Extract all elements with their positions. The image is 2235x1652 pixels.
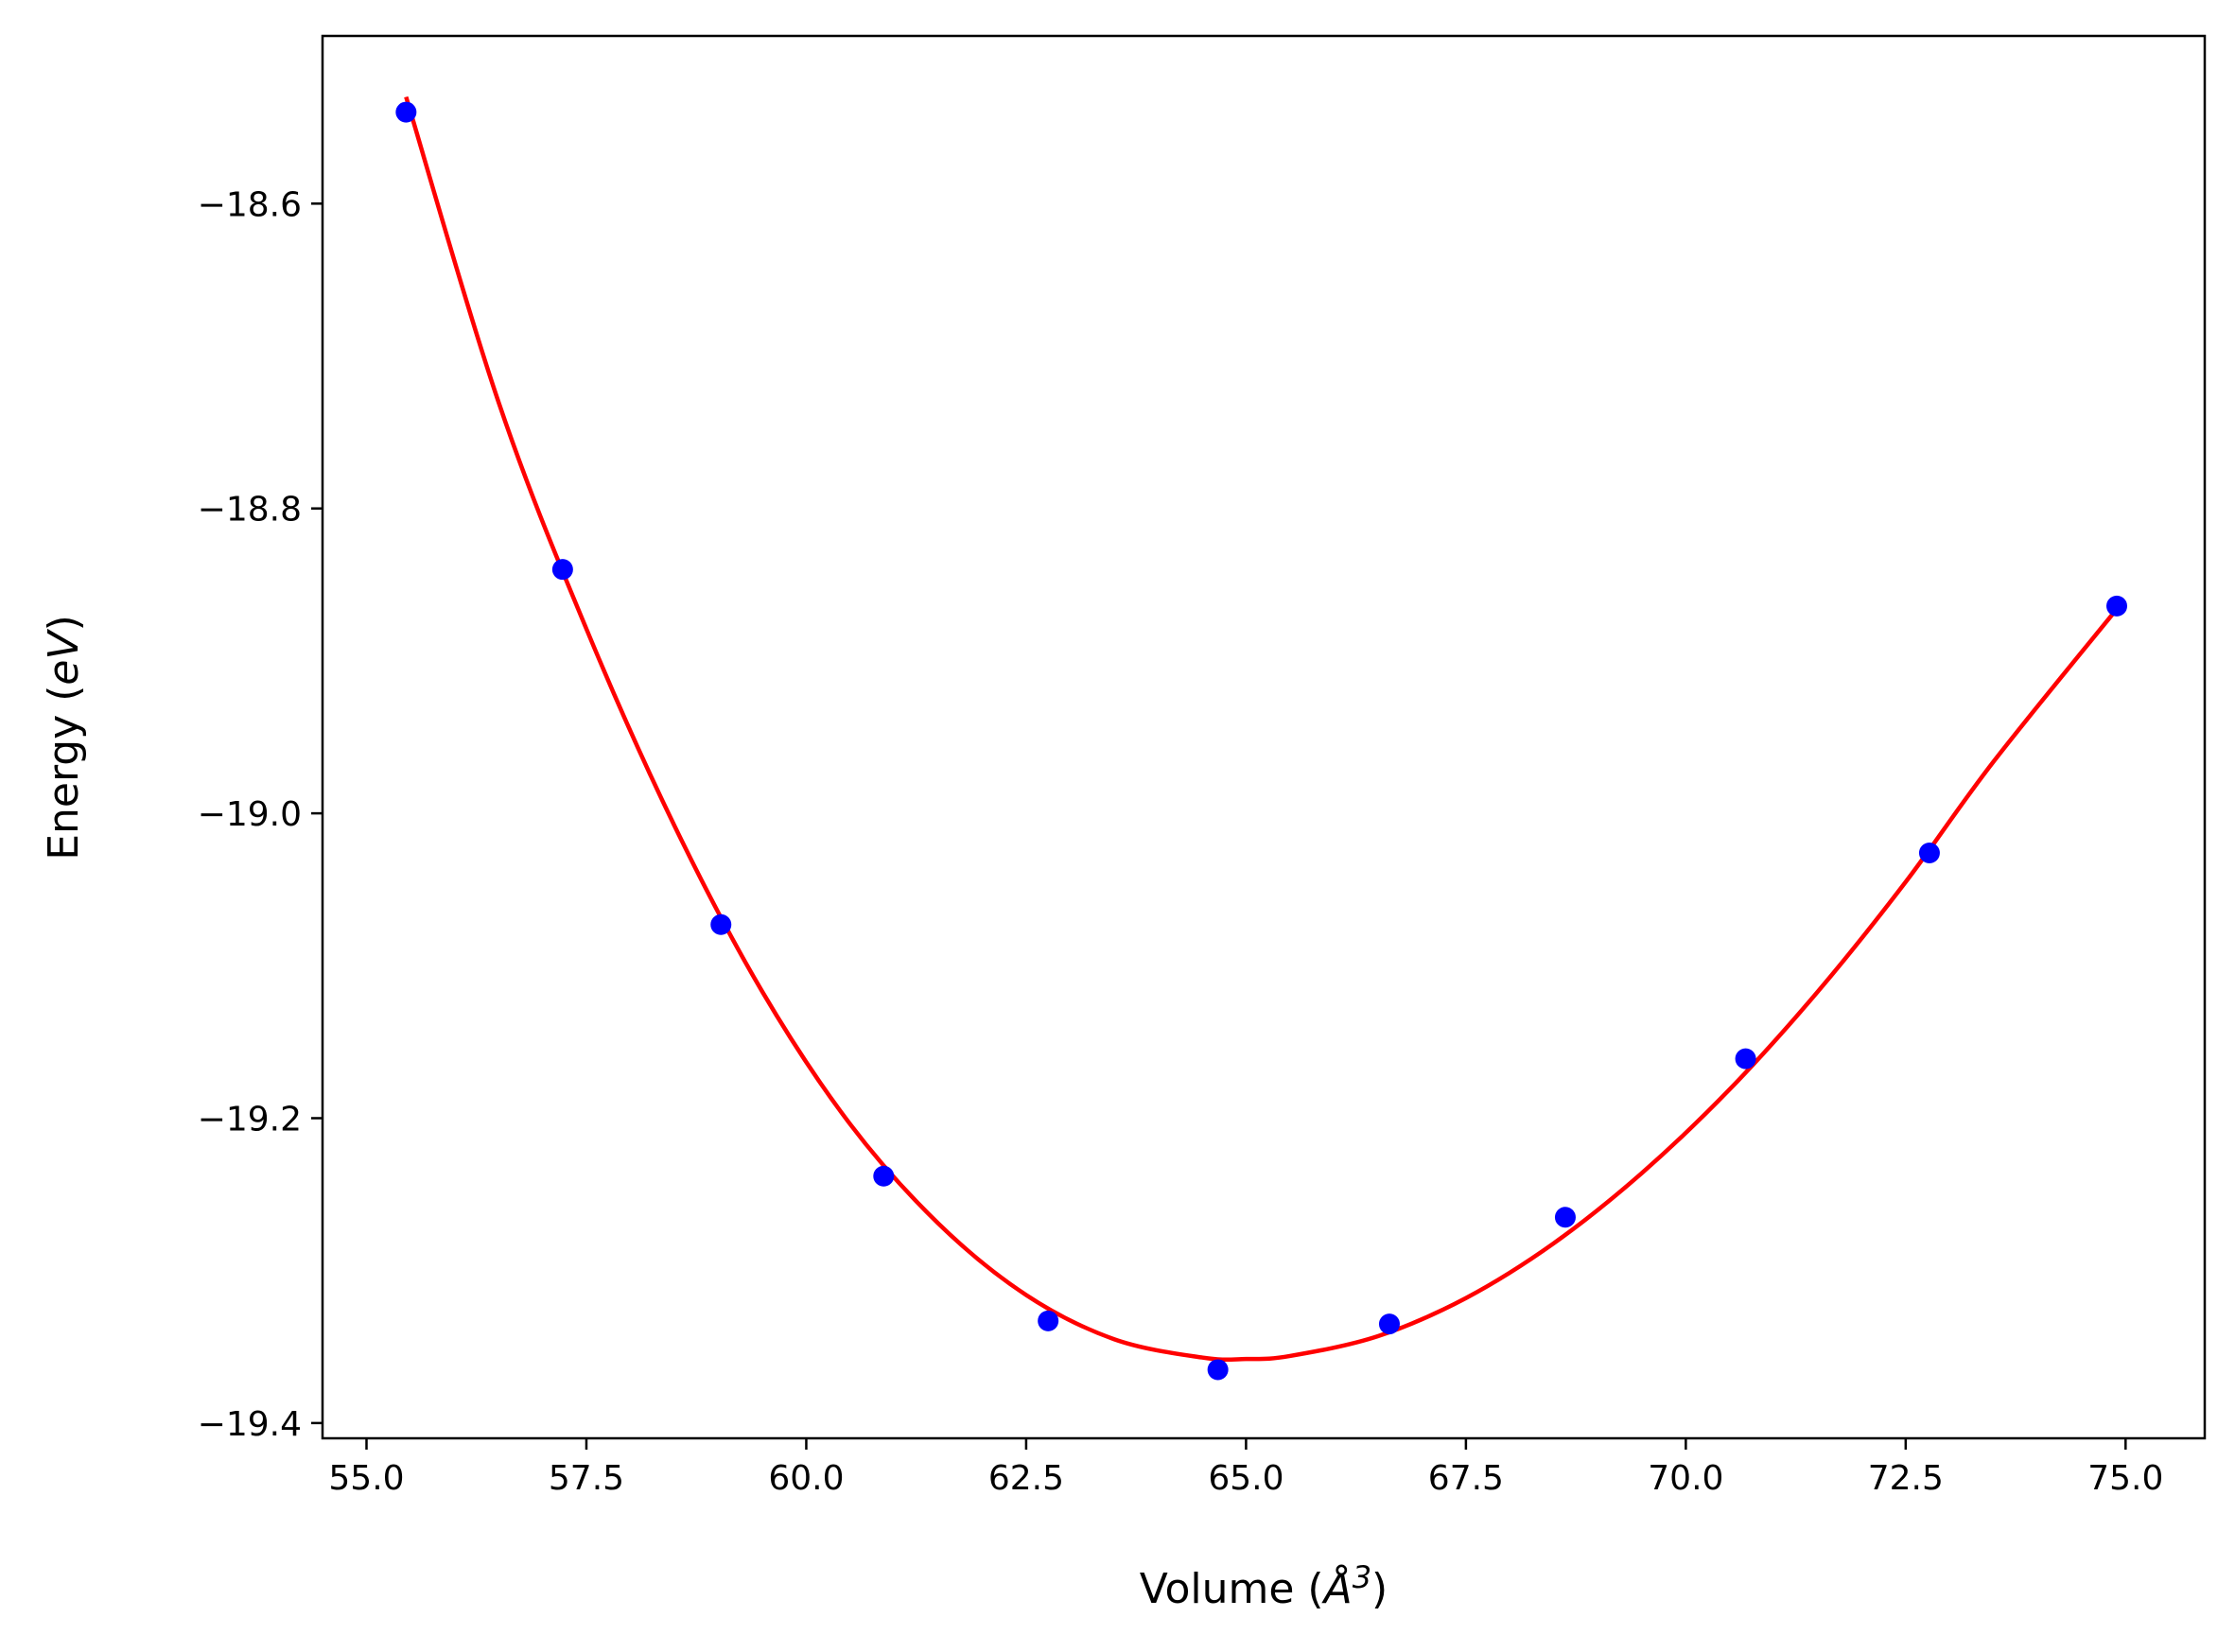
y-axis-ticks: −18.6 −18.8 −19.0 −19.2 −19.4 (198, 185, 323, 1444)
x-axis-label-prefix: Volume ( (1140, 1565, 1324, 1613)
x-tick-label: 60.0 (768, 1459, 844, 1498)
x-tick-label: 65.0 (1208, 1459, 1283, 1498)
x-tick-label: 70.0 (1648, 1459, 1723, 1498)
y-axis-label-prefix: Energy ( (40, 686, 88, 861)
data-point (873, 1165, 895, 1187)
y-tick-label: −18.8 (198, 491, 302, 530)
y-axis-label: Energy (eV) (40, 615, 88, 861)
y-tick-label: −19.0 (198, 795, 302, 834)
x-tick-label: 57.5 (549, 1459, 624, 1498)
data-point (395, 101, 417, 123)
x-tick-label: 67.5 (1428, 1459, 1504, 1498)
data-point (710, 913, 732, 935)
x-tick-label: 55.0 (328, 1459, 404, 1498)
fit-curve-layer (404, 96, 2119, 1363)
data-point (1918, 843, 1940, 864)
data-point (2106, 595, 2128, 617)
x-axis-label: Volume (Å3) (1140, 1559, 1388, 1613)
x-axis-label-exponent: 3 (1353, 1559, 1371, 1595)
x-axis-label-suffix: ) (1371, 1565, 1388, 1613)
data-point (1207, 1359, 1229, 1381)
data-point (1735, 1048, 1756, 1069)
y-axis-label-unit: eV (40, 629, 88, 686)
y-tick-label: −18.6 (198, 185, 302, 224)
x-tick-label: 75.0 (2087, 1459, 2163, 1498)
x-axis-label-unit: Å (1321, 1563, 1353, 1613)
x-tick-label: 62.5 (988, 1459, 1064, 1498)
x-axis-ticks: 55.0 57.5 60.0 62.5 65.0 67.5 70.0 72.5 75.0 (328, 1438, 2163, 1498)
data-point (1038, 1310, 1059, 1331)
y-tick-label: −19.2 (198, 1100, 302, 1139)
x-tick-label: 72.5 (1868, 1459, 1944, 1498)
data-points-layer (395, 101, 2128, 1381)
data-point (1378, 1313, 1400, 1335)
data-point (551, 559, 573, 581)
plot-frame (321, 34, 2207, 1440)
fit-curve (404, 96, 2119, 1363)
data-point (1554, 1207, 1576, 1228)
y-axis-label-suffix: ) (40, 615, 88, 631)
y-tick-label: −19.4 (198, 1405, 302, 1444)
